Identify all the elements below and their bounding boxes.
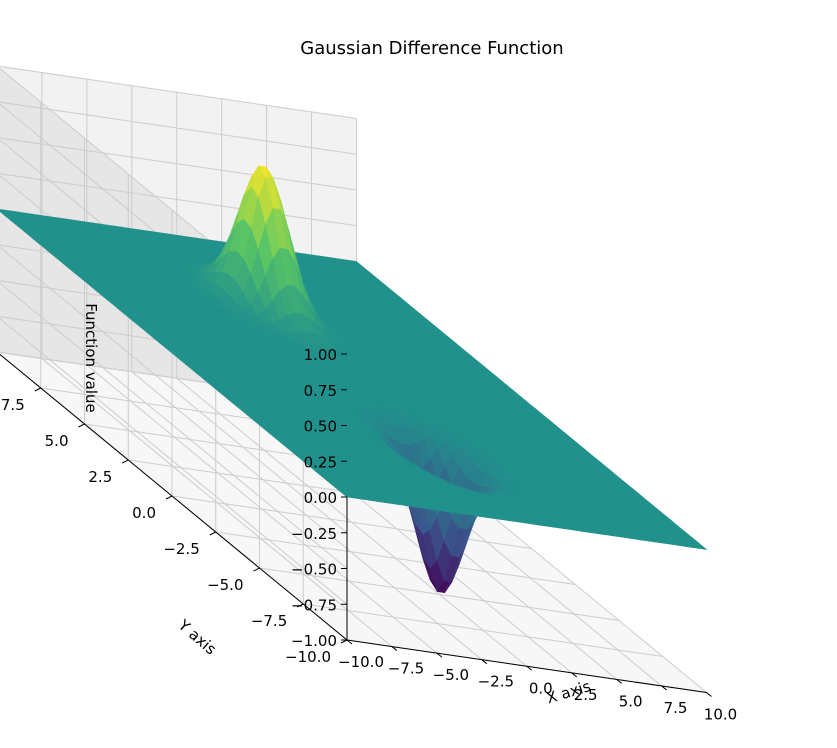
z-tick-label: 0.25: [304, 453, 337, 471]
z-tick-label: −0.25: [291, 525, 337, 543]
y-tick-label: 0.0: [132, 504, 156, 522]
x-tick-label: −5.0: [433, 666, 469, 684]
x-tick-label: 5.0: [619, 692, 643, 710]
y-tick-mark: [297, 603, 304, 608]
y-tick-label: −10.0: [285, 648, 331, 666]
chart-title: Gaussian Difference Function: [300, 38, 563, 59]
x-tick-label: −7.5: [388, 660, 424, 678]
grid-line-y: [215, 531, 576, 585]
x-tick-label: 0.0: [529, 679, 553, 697]
x-tick-label: 7.5: [664, 699, 688, 717]
z-tick-label: −0.75: [291, 596, 337, 614]
x-tick-mark: [526, 665, 533, 671]
x-tick-mark: [391, 646, 398, 651]
x-tick-mark: [571, 672, 577, 678]
y-tick-label: 5.0: [45, 432, 69, 450]
grid-line-z: [0, 101, 357, 155]
grid-line-z: [0, 246, 348, 534]
x-tick-label: −2.5: [478, 673, 514, 691]
z-tick-label: −1.00: [291, 632, 337, 650]
y-tick-mark: [122, 459, 129, 464]
grid-line-z: [0, 282, 348, 569]
z-tick-label: 1.00: [304, 346, 337, 364]
y-tick-mark: [78, 423, 85, 428]
x-tick-mark: [346, 639, 353, 645]
z-axis-label: Function value: [82, 303, 100, 413]
z-tick-label: 0.50: [304, 418, 337, 436]
x-tick-mark: [481, 659, 488, 665]
tick-labels: −10.0 −7.5 −5.0 −2.5 0.0 2.5 5.0 7.5 10.0−10.0−7…: [1, 346, 737, 724]
x-tick-mark: [616, 678, 622, 684]
y-tick-mark: [165, 495, 173, 500]
grid-line-y: [259, 567, 620, 621]
y-tick-mark: [34, 387, 41, 392]
y-tick-label: 2.5: [88, 468, 112, 486]
z-tick-label: 0.00: [304, 489, 337, 507]
x-tick-label: 2.5: [574, 686, 598, 704]
y-tick-mark: [253, 567, 260, 572]
x-tick-label: 10.0: [704, 706, 737, 724]
y-tick-mark: [209, 531, 216, 536]
x-tick-mark: [436, 652, 443, 658]
grid-line-z: [0, 318, 348, 605]
grid-line-z: [0, 65, 357, 119]
y-tick-label: −2.5: [163, 540, 199, 558]
y-tick-label: −7.5: [251, 612, 287, 630]
z-tick-label: 0.75: [304, 382, 337, 400]
z-tick-label: −0.50: [291, 561, 337, 579]
surface-plot: [0, 165, 708, 594]
x-tick-label: −10.0: [338, 653, 384, 671]
grid-line-z: [0, 173, 357, 227]
x-tick-mark: [706, 692, 712, 697]
grid-line-y: [171, 495, 532, 549]
surface-patch: [690, 542, 708, 550]
grid-line-y: [303, 603, 663, 657]
x-tick-mark: [661, 685, 667, 691]
y-tick-label: 7.5: [1, 396, 25, 414]
grid-line-z: [0, 137, 357, 191]
y-tick-label: −5.0: [207, 576, 243, 594]
y-axis-label: Y axis: [174, 615, 220, 658]
